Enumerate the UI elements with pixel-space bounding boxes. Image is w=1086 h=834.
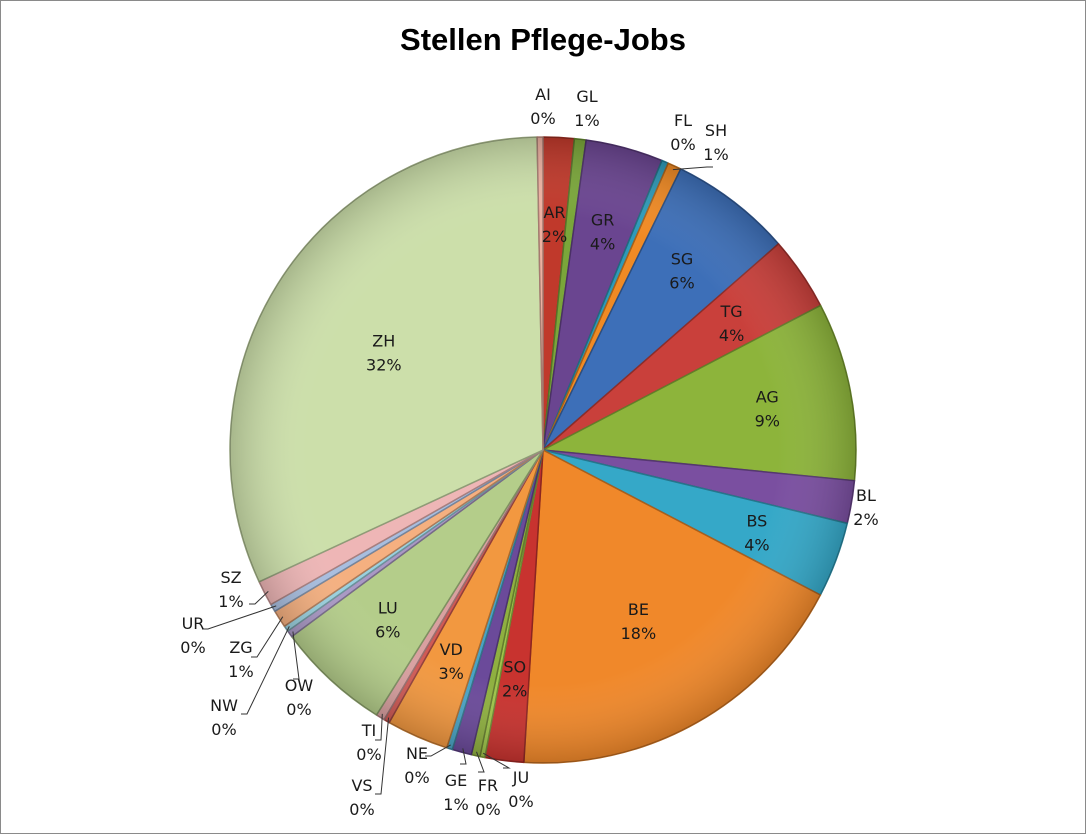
data-label-name-bl: BL	[856, 486, 876, 505]
data-label-name-sz: SZ	[220, 568, 241, 587]
data-label-name-ti: TI	[361, 721, 377, 740]
data-label-name-vs: VS	[351, 776, 372, 795]
data-label-name-fl: FL	[674, 111, 692, 130]
data-label-pct-bl: 2%	[853, 510, 878, 529]
data-label-pct-ju: 0%	[508, 792, 533, 811]
data-label-name-zg: ZG	[229, 638, 252, 657]
data-label-pct-zh: 32%	[366, 356, 402, 375]
data-label-name-nw: NW	[210, 696, 238, 715]
data-label-pct-vd: 3%	[439, 664, 464, 683]
leader-line-nw	[241, 626, 290, 715]
data-label-pct-ag: 9%	[755, 412, 780, 431]
data-label-pct-nw: 0%	[211, 720, 236, 739]
data-label-pct-ai: 0%	[530, 109, 555, 128]
data-label-pct-sh: 1%	[703, 145, 728, 164]
data-label-name-bs: BS	[746, 511, 767, 530]
data-label-pct-ur: 0%	[180, 638, 205, 657]
data-label-pct-zg: 1%	[228, 662, 253, 681]
leader-line-ur	[202, 605, 277, 630]
data-label-name-gr: GR	[591, 210, 615, 229]
data-label-pct-ow: 0%	[286, 700, 311, 719]
data-label-name-fr: FR	[478, 776, 498, 795]
data-label-name-so: SO	[503, 658, 526, 677]
leader-line-ju	[482, 752, 511, 769]
data-label-pct-gr: 4%	[590, 234, 615, 253]
data-label-pct-sz: 1%	[218, 592, 243, 611]
data-label-name-be: BE	[628, 600, 649, 619]
leader-line-fr	[476, 751, 485, 773]
data-label-name-ju: JU	[512, 768, 529, 787]
data-label-pct-tg: 4%	[719, 326, 744, 345]
data-label-name-lu: LU	[378, 599, 398, 618]
data-label-pct-ne: 0%	[404, 768, 429, 787]
data-label-pct-sg: 6%	[669, 274, 694, 293]
data-label-pct-bs: 4%	[744, 535, 769, 554]
data-label-name-ag: AG	[756, 388, 779, 407]
leader-line-ge	[460, 748, 467, 765]
data-label-pct-ti: 0%	[356, 745, 381, 764]
data-label-name-ai: AI	[535, 85, 551, 104]
data-label-pct-vs: 0%	[349, 800, 374, 819]
chart-title: Stellen Pflege-Jobs	[400, 22, 686, 57]
data-label-name-sh: SH	[705, 121, 727, 140]
data-label-pct-ge: 1%	[443, 795, 468, 814]
data-label-name-zh: ZH	[372, 332, 395, 351]
data-label-name-ar: AR	[543, 203, 565, 222]
data-label-name-vd: VD	[440, 640, 463, 659]
data-label-pct-be: 18%	[621, 624, 657, 643]
data-label-pct-fr: 0%	[475, 800, 500, 819]
leader-line-ne	[425, 744, 451, 757]
data-label-name-ow: OW	[285, 676, 314, 695]
data-label-pct-gl: 1%	[574, 111, 599, 130]
leader-line-zg	[251, 616, 284, 658]
leader-line-vs	[375, 717, 390, 795]
data-label-name-sg: SG	[671, 250, 694, 269]
leader-line-ow	[292, 631, 300, 680]
data-label-name-gl: GL	[576, 87, 597, 106]
data-label-pct-ar: 2%	[542, 227, 567, 246]
leader-line-sh	[672, 166, 713, 171]
data-label-pct-so: 2%	[502, 682, 527, 701]
data-label-pct-fl: 0%	[670, 135, 695, 154]
leader-line-sz	[249, 591, 269, 605]
data-label-pct-lu: 6%	[375, 623, 400, 642]
data-label-name-ur: UR	[182, 614, 205, 633]
data-label-name-ge: GE	[445, 771, 468, 790]
leader-line-ti	[375, 713, 383, 741]
data-label-name-tg: TG	[720, 302, 743, 321]
data-label-name-ne: NE	[406, 744, 428, 763]
